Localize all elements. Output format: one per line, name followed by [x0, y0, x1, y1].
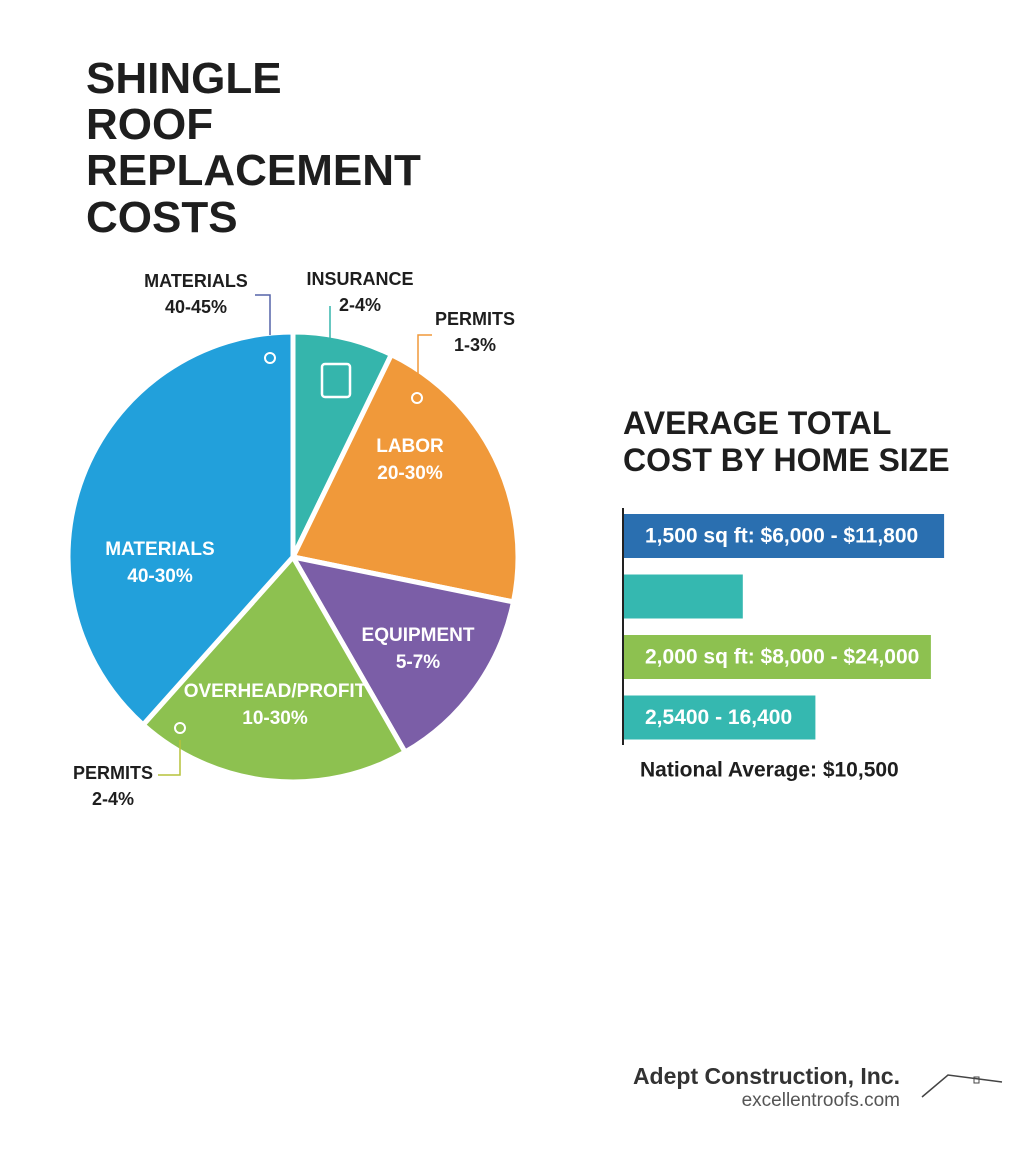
pie-slice — [290, 352, 521, 605]
slice-range: 20-30% — [377, 463, 443, 484]
callout-range: 40-45% — [165, 297, 227, 317]
callout-label: MATERIALS — [144, 271, 248, 291]
callout-range: 2-4% — [339, 295, 381, 315]
callout-range: 1-3% — [454, 335, 496, 355]
marker-dot — [411, 392, 423, 404]
chart-title: SHINGLE ROOF REPLACEMENT COSTS — [86, 54, 421, 242]
annotation: National Average: $10,500 — [640, 759, 899, 782]
bar-label: 1,500 sq ft: $6,000 - $11,800 — [645, 525, 918, 548]
clipboard-icon — [320, 362, 352, 399]
house-icon — [973, 1076, 980, 1084]
callout-label: PERMITS — [435, 309, 515, 329]
slice-label: LABOR — [376, 436, 444, 457]
bar — [624, 514, 945, 558]
leader-line — [158, 740, 181, 776]
callout-label: PERMITS — [73, 763, 153, 783]
pie-slice — [290, 554, 516, 755]
bar — [624, 635, 931, 679]
bar-label: 2,5400 - 16,400 — [645, 706, 792, 729]
slice-label: EQUIPMENT — [362, 625, 475, 646]
pie-slice — [65, 329, 296, 728]
chart-title: AVERAGE TOTAL COST BY HOME SIZE — [623, 405, 950, 478]
slice-range: 10-30% — [242, 708, 308, 729]
bar — [624, 695, 816, 740]
slice-label: MATERIALS — [105, 539, 214, 560]
company-name: Adept Construction, Inc. — [633, 1063, 900, 1089]
callout-label: INSURANCE — [306, 269, 413, 289]
callout-range: 2-4% — [92, 789, 134, 809]
website: excellentroofs.com — [742, 1090, 900, 1111]
slice-range: 40-30% — [127, 566, 193, 587]
leader-line — [417, 334, 432, 380]
house-icon — [921, 1074, 1003, 1098]
marker-dot — [264, 352, 276, 364]
slice-range: 5-7% — [396, 652, 440, 673]
bar-label: 2,000 sq ft: $8,000 - $24,000 — [645, 646, 919, 669]
marker-dot — [174, 722, 186, 734]
slice-label: OVERHEAD/PROFIT — [184, 681, 367, 702]
pie-slice — [140, 554, 408, 785]
leader-line — [255, 294, 271, 335]
bar — [624, 574, 743, 619]
